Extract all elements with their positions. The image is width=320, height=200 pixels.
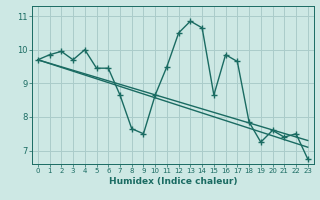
X-axis label: Humidex (Indice chaleur): Humidex (Indice chaleur) [108, 177, 237, 186]
